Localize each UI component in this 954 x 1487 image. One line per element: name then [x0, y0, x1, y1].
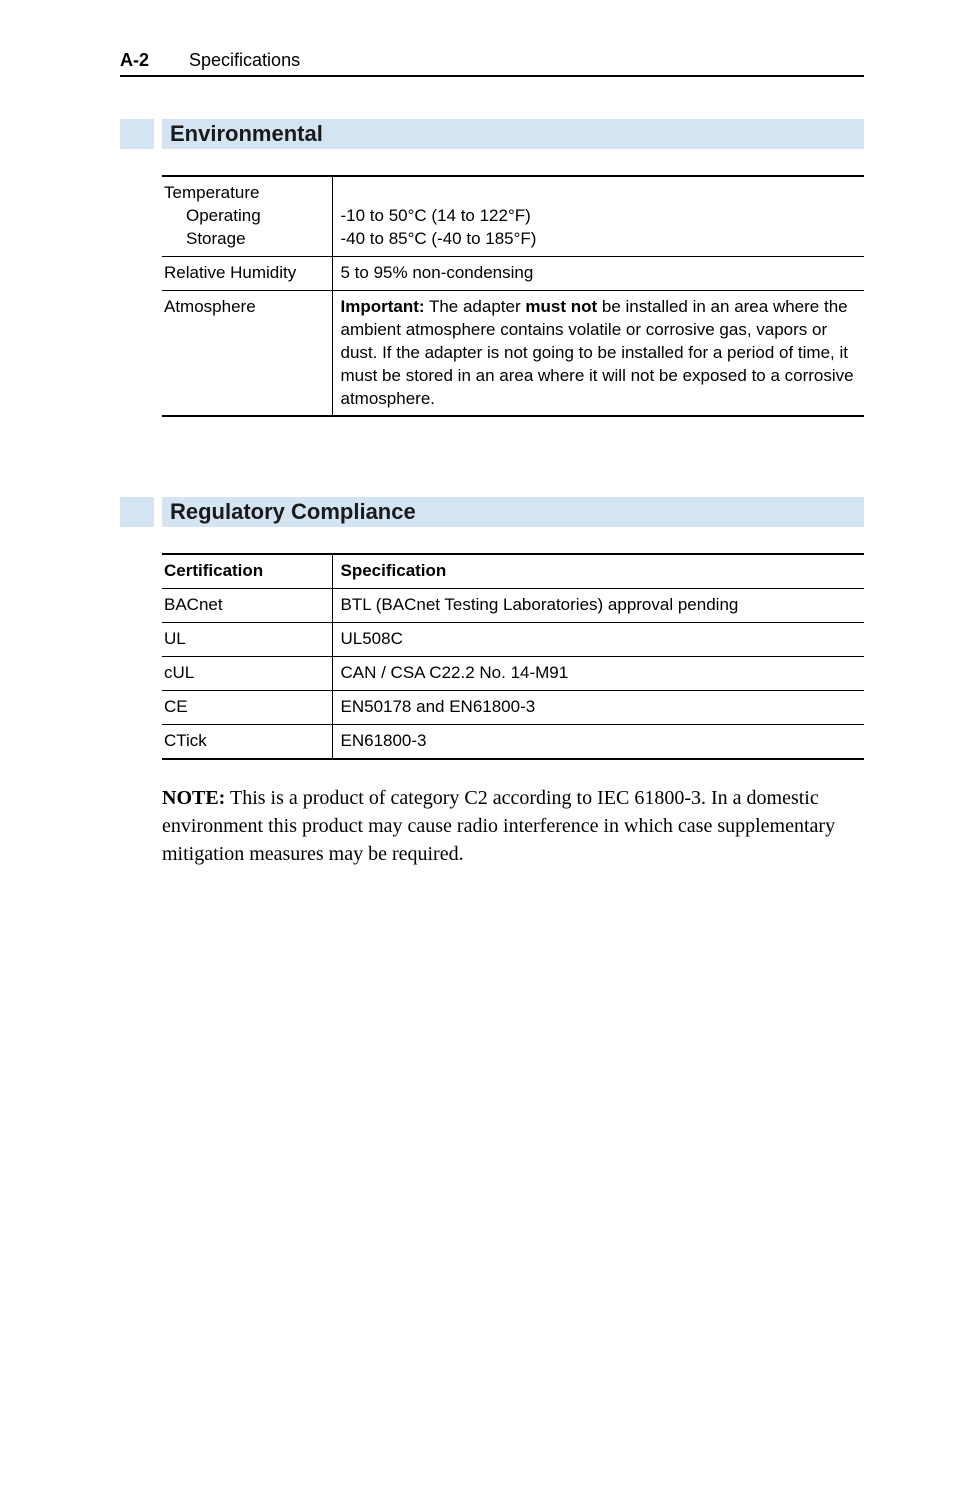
- heading-accent: [120, 497, 154, 527]
- reg-cert-ce: CE: [162, 691, 332, 725]
- section-heading-environmental: Environmental: [120, 119, 864, 149]
- environmental-table: Temperature Operating Storage -10 to 50°…: [162, 175, 864, 417]
- env-bold-mustnot: must not: [525, 297, 597, 316]
- env-value-temperature: -10 to 50°C (14 to 122°F) -40 to 85°C (-…: [332, 176, 864, 256]
- env-label-temperature: Temperature Operating Storage: [162, 176, 332, 256]
- reg-spec-cul: CAN / CSA C22.2 No. 14-M91: [332, 657, 864, 691]
- heading-accent: [120, 119, 154, 149]
- regulatory-table: Certification Specification BACnet BTL (…: [162, 553, 864, 760]
- reg-spec-ctick: EN61800-3: [332, 725, 864, 759]
- env-value-storage: -40 to 85°C (-40 to 185°F): [341, 229, 537, 248]
- reg-cert-cul: cUL: [162, 657, 332, 691]
- section-heading-regulatory: Regulatory Compliance: [120, 497, 864, 527]
- note-label: NOTE:: [162, 787, 225, 809]
- reg-spec-ul: UL508C: [332, 623, 864, 657]
- env-label-atmosphere: Atmosphere: [162, 290, 332, 416]
- heading-bar: Regulatory Compliance: [162, 497, 864, 527]
- env-label-humidity: Relative Humidity: [162, 256, 332, 290]
- heading-text: Environmental: [170, 121, 323, 147]
- env-bold-important: Important:: [341, 297, 425, 316]
- env-sublabel-operating: Operating: [164, 205, 324, 228]
- page-header: A-2 Specifications: [120, 50, 864, 77]
- env-value-operating: -10 to 50°C (14 to 122°F): [341, 206, 531, 225]
- env-value-atmosphere: Important: The adapter must not be insta…: [332, 290, 864, 416]
- heading-bar: Environmental: [162, 119, 864, 149]
- env-text-mid: The adapter: [425, 297, 526, 316]
- reg-cert-ul: UL: [162, 623, 332, 657]
- page-title: Specifications: [189, 50, 300, 71]
- page-number: A-2: [120, 50, 149, 71]
- note-paragraph: NOTE: This is a product of category C2 a…: [162, 784, 864, 868]
- reg-spec-bacnet: BTL (BACnet Testing Laboratories) approv…: [332, 589, 864, 623]
- env-value-humidity: 5 to 95% non-condensing: [332, 256, 864, 290]
- note-text: This is a product of category C2 accordi…: [162, 787, 835, 865]
- heading-text: Regulatory Compliance: [170, 499, 416, 525]
- reg-cert-bacnet: BACnet: [162, 589, 332, 623]
- env-sublabel-storage: Storage: [164, 228, 324, 251]
- env-label: Temperature: [164, 183, 259, 202]
- reg-spec-ce: EN50178 and EN61800-3: [332, 691, 864, 725]
- reg-header-certification: Certification: [162, 554, 332, 588]
- reg-cert-ctick: CTick: [162, 725, 332, 759]
- reg-header-specification: Specification: [332, 554, 864, 588]
